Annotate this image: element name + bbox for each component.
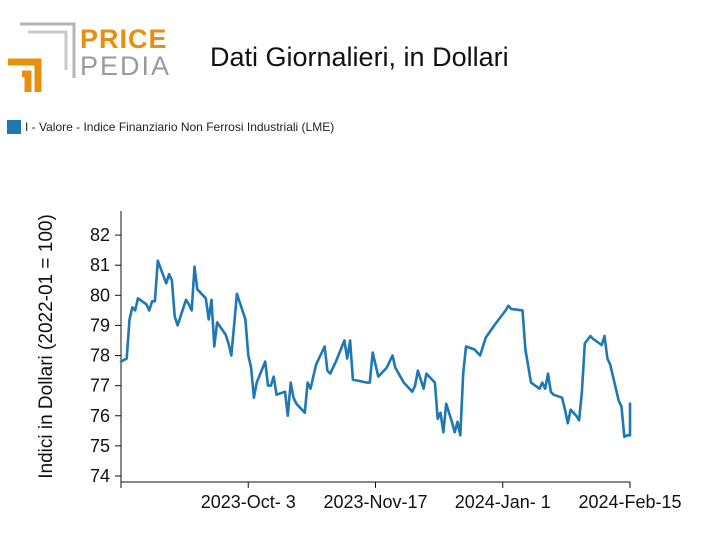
- logo-text-pedia: PEDIA: [80, 51, 172, 81]
- y-axis: 74 75 76 77 78 79 80 81 82: [90, 211, 122, 486]
- x-tick-label: 2024-Feb-15: [578, 492, 681, 512]
- y-tick-label: 77: [90, 376, 110, 396]
- y-tick-label: 82: [90, 225, 110, 245]
- series-line: [119, 259, 632, 439]
- series-layer: [119, 259, 632, 439]
- x-tick-label: 2023-Nov-17: [323, 492, 427, 512]
- y-axis-title: Indici in Dollari (2022-01 = 100): [36, 214, 57, 479]
- y-tick-label: 74: [90, 466, 110, 486]
- y-tick-label: 78: [90, 346, 110, 366]
- chart-title: Dati Giornalieri, in Dollari: [210, 42, 509, 72]
- x-tick-label: 2024-Jan- 1: [455, 492, 551, 512]
- y-tick-label: 79: [90, 315, 110, 335]
- y-tick-label: 81: [90, 255, 110, 275]
- y-tick-label: 75: [90, 436, 110, 456]
- legend-swatch: [7, 120, 21, 134]
- x-tick-label: 2023-Oct- 3: [201, 492, 296, 512]
- x-axis: 2023-Oct- 3 2023-Nov-17 2024-Jan- 1 2024-Fe…: [120, 481, 682, 512]
- y-tick-label: 80: [90, 285, 110, 305]
- logo-text-price: PRICE: [80, 24, 168, 54]
- pricepedia-logo: PRICE PEDIA: [6, 22, 169, 94]
- legend: I - Valore - Indice Finanziario Non Ferr…: [7, 119, 334, 135]
- legend-label: I - Valore - Indice Finanziario Non Ferr…: [25, 120, 335, 134]
- y-tick-label: 76: [90, 406, 110, 426]
- logo-mark-icon: [8, 22, 76, 92]
